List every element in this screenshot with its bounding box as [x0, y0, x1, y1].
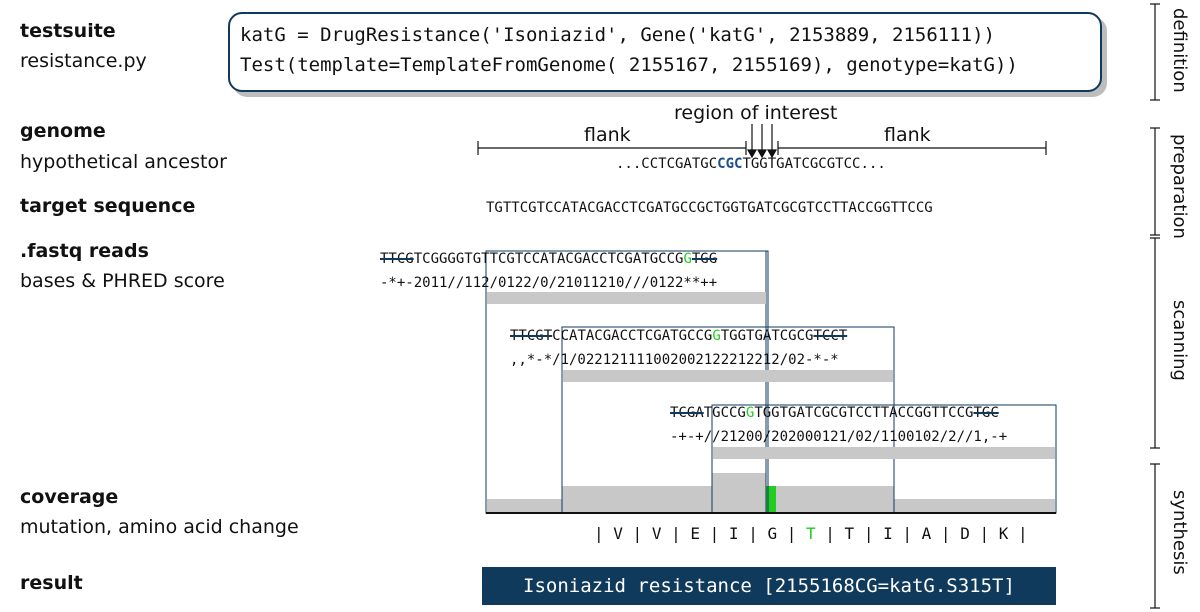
- read-1-phred: -*+-2011//112/0122/0/21011210///0122**++: [380, 275, 718, 291]
- read-2-phred: ,,*-*/1/022121111002002122212212/02-*-*: [510, 352, 839, 368]
- read-1-quality-bar: [487, 292, 766, 304]
- code-box: katG = DrugResistance('Isoniazid', Gene(…: [228, 12, 1102, 92]
- stage-scanning: scanning: [1169, 300, 1190, 381]
- code-line-2: Test(template=TemplateFromGenome( 215516…: [240, 54, 1018, 76]
- read-3-mutation: G: [745, 405, 755, 421]
- coverage-label: coverage: [20, 486, 119, 508]
- coverage-segment: [487, 499, 562, 512]
- genome-sub-label: hypothetical ancestor: [20, 151, 227, 173]
- coverage-segment: [894, 499, 1055, 512]
- testsuite-file-label: resistance.py: [20, 50, 147, 72]
- genome-seq-region: CGC: [717, 156, 743, 172]
- stage-definition: definition: [1169, 8, 1190, 93]
- read-2-bases: TTCGTCCATACGACCTCGATGCCGGTGGTGATCGCGTCCT: [510, 328, 847, 344]
- read-1-bases: TTCGTCGGGGTGTTCGTCCATACGACCTCGATGCCGGTGG: [380, 251, 717, 267]
- read-3-bases: TCGATGCCGGTGGTGATCGCGTCCTTACCGGTTCCGTGC: [670, 405, 999, 421]
- aa-separator: |: [671, 524, 681, 543]
- result-label: result: [20, 572, 83, 594]
- amino-acid: I: [719, 524, 749, 543]
- read-2-bases-left: CCATACGACCTCGATGCCG: [552, 328, 713, 344]
- coverage-sub-label: mutation, amino acid change: [20, 516, 299, 538]
- read-1-mutation: G: [683, 251, 692, 267]
- aa-separator: |: [979, 524, 990, 543]
- read-2-mutation: G: [712, 328, 721, 344]
- aa-separator: |: [1018, 524, 1028, 543]
- aa-separator: |: [863, 524, 874, 543]
- fastq-label: .fastq reads: [20, 240, 149, 262]
- genome-seq-post: TGGTGATCGCGTCC...: [742, 156, 886, 172]
- read-2-quality-bar: [563, 370, 893, 382]
- amino-acid: K: [989, 524, 1019, 543]
- flank-right-label: flank: [884, 124, 931, 146]
- read-2-clip-right: TCCT: [813, 328, 848, 344]
- flank-left-label: flank: [584, 124, 631, 146]
- amino-acid: G: [757, 524, 787, 543]
- genome-label: genome: [20, 120, 106, 142]
- amino-acid: T: [796, 524, 826, 543]
- read-3-quality-bar: [713, 447, 1055, 459]
- aa-separator: |: [902, 524, 913, 543]
- read-3-clip-right: TGC: [973, 405, 999, 421]
- aa-separator: |: [940, 524, 951, 543]
- testsuite-label: testsuite: [20, 20, 116, 42]
- amino-acid: D: [950, 524, 980, 543]
- region-of-interest-label: region of interest: [674, 102, 838, 124]
- aa-separator: |: [748, 524, 758, 543]
- amino-acid: A: [912, 524, 941, 543]
- fastq-sub-label: bases & PHRED score: [20, 270, 225, 292]
- amino-acid: E: [680, 524, 710, 543]
- aa-separator: |: [632, 524, 643, 543]
- read-1-bases-left: TCGGGGTGTTCGTCCATACGACCTCGATGCCG: [413, 251, 684, 267]
- read-1-clip-left: TTCG: [380, 251, 414, 267]
- region-arrows: [746, 124, 778, 159]
- read-2-bases-right: TGGTGATCGCG: [720, 328, 814, 344]
- read-2-clip-left: TTCGT: [510, 328, 553, 344]
- genome-sequence: ...CCTCGATGCCGCTGGTGATCGCGTCC...: [616, 156, 886, 172]
- aa-separator: |: [594, 524, 604, 543]
- amino-acid: V: [642, 524, 672, 543]
- stage-synthesis: synthesis: [1169, 490, 1190, 575]
- target-sequence-label: target sequence: [20, 195, 196, 217]
- aa-separator: |: [709, 524, 720, 543]
- stage-preparation: preparation: [1169, 134, 1190, 239]
- coverage-mutation-marker: [766, 486, 776, 512]
- stage-brackets: [1150, 3, 1160, 609]
- read-3-bases-left: TGCCG: [703, 405, 746, 421]
- coverage-segment: [712, 473, 766, 512]
- read-3-phred: -+-+//21200/202000121/02/1100102/2//1,-+: [670, 429, 1008, 445]
- genome-seq-pre: ...CCTCGATGC: [616, 156, 718, 172]
- read-1-clip-right: TGG: [691, 251, 718, 267]
- code-line-1: katG = DrugResistance('Isoniazid', Gene(…: [240, 24, 995, 46]
- coverage-segment: [562, 486, 712, 512]
- aa-separator: |: [825, 524, 835, 543]
- target-sequence: TGTTCGTCCATACGACCTCGATGCCGCTGGTGATCGCGTC…: [486, 200, 933, 216]
- aa-separator: |: [786, 524, 797, 543]
- amino-acid: V: [603, 524, 633, 543]
- coverage-segment: [766, 486, 894, 512]
- amino-acid-row: | V | V | E | I | G | T | T | I | A | D …: [594, 524, 1028, 543]
- coverage-bars: [487, 473, 1055, 512]
- read-3-clip-left: TCGA: [670, 405, 704, 421]
- result-banner: Isoniazid resistance [2155168CG=katG.S31…: [482, 567, 1056, 605]
- read-3-bases-right: TGGTGATCGCGTCCTTACCGGTTCCG: [754, 405, 974, 421]
- amino-acid: T: [834, 524, 864, 543]
- amino-acid: I: [873, 524, 903, 543]
